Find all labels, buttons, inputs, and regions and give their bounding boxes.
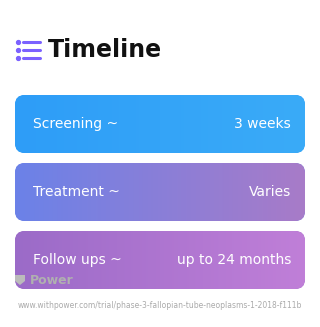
Text: 3 weeks: 3 weeks <box>234 117 291 131</box>
Text: Screening ~: Screening ~ <box>33 117 118 131</box>
Text: Varies: Varies <box>249 185 291 199</box>
Text: Treatment ~: Treatment ~ <box>33 185 120 199</box>
FancyBboxPatch shape <box>15 231 305 289</box>
Polygon shape <box>15 275 25 285</box>
Text: www.withpower.com/trial/phase-3-fallopian-tube-neoplasms-1-2018-f111b: www.withpower.com/trial/phase-3-fallopia… <box>18 301 302 309</box>
Text: up to 24 months: up to 24 months <box>177 253 291 267</box>
Text: Power: Power <box>30 273 74 286</box>
FancyBboxPatch shape <box>15 95 305 153</box>
Text: Timeline: Timeline <box>48 38 162 62</box>
Text: Follow ups ~: Follow ups ~ <box>33 253 122 267</box>
FancyBboxPatch shape <box>15 163 305 221</box>
